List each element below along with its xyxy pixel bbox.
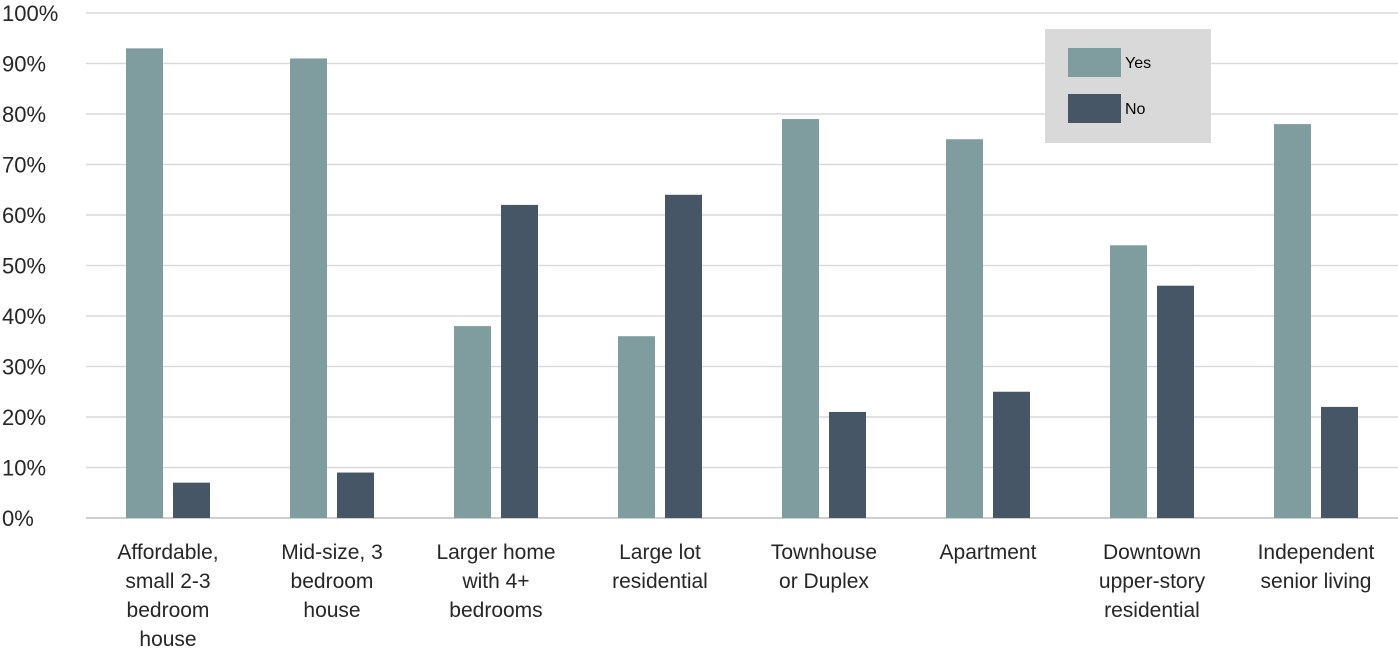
y-tick-label: 80% bbox=[2, 102, 46, 127]
x-category-label: bedroom bbox=[291, 570, 374, 593]
x-category-label: with 4+ bbox=[461, 570, 529, 593]
x-category-label: Large lot bbox=[619, 541, 701, 564]
bar-no-7 bbox=[1157, 285, 1194, 518]
x-category-label: bedroom bbox=[127, 599, 210, 622]
x-category-label: Townhouse bbox=[771, 541, 877, 564]
x-category-label: or Duplex bbox=[779, 570, 869, 593]
legend: Yes No bbox=[1045, 29, 1211, 143]
y-tick-label: 50% bbox=[2, 254, 46, 279]
x-category-label: house bbox=[139, 628, 196, 651]
x-category-label: Apartment bbox=[940, 541, 1037, 564]
bar-yes-5 bbox=[782, 119, 819, 519]
bar-yes-2 bbox=[290, 58, 327, 518]
x-category-label: Independent bbox=[1258, 541, 1375, 564]
bars bbox=[126, 48, 1358, 519]
bar-yes-7 bbox=[1110, 245, 1147, 519]
y-tick-label: 60% bbox=[2, 203, 46, 228]
bar-no-3 bbox=[501, 204, 538, 518]
x-category-label: Larger home bbox=[436, 541, 555, 564]
x-category-label: small 2-3 bbox=[125, 570, 210, 593]
y-tick-label: 0% bbox=[2, 506, 34, 531]
y-tick-label: 100% bbox=[2, 1, 58, 26]
x-category-label: Downtown bbox=[1103, 541, 1201, 564]
bar-no-5 bbox=[829, 411, 866, 518]
x-category-label: residential bbox=[612, 570, 708, 593]
legend-label-yes: Yes bbox=[1125, 55, 1151, 72]
x-category-label: house bbox=[303, 599, 360, 622]
y-tick-label: 20% bbox=[2, 405, 46, 430]
y-tick-label: 30% bbox=[2, 355, 46, 380]
y-tick-label: 70% bbox=[2, 153, 46, 178]
y-tick-label: 10% bbox=[2, 456, 46, 481]
y-axis-tick-labels: 0% 10% 20% 30% 40% 50% 60% 70% 80% 90% 100% bbox=[2, 1, 58, 531]
legend-box bbox=[1045, 29, 1211, 143]
legend-swatch-yes bbox=[1068, 48, 1121, 77]
bar-yes-1 bbox=[126, 48, 163, 518]
x-axis-category-labels: Affordable, small 2-3 bedroom house Mid-size… bbox=[117, 541, 1374, 651]
x-category-label: Affordable, bbox=[117, 541, 218, 564]
bar-no-6 bbox=[993, 391, 1030, 518]
bar-no-1 bbox=[173, 482, 210, 518]
bar-yes-6 bbox=[946, 139, 983, 518]
y-tick-label: 40% bbox=[2, 304, 46, 329]
x-category-label: residential bbox=[1104, 599, 1200, 622]
x-category-label: upper-story bbox=[1099, 570, 1206, 593]
bar-no-2 bbox=[337, 472, 374, 518]
bar-yes-3 bbox=[454, 326, 491, 518]
legend-swatch-no bbox=[1068, 94, 1121, 123]
x-category-label: Mid-size, 3 bbox=[281, 541, 383, 564]
legend-label-no: No bbox=[1125, 101, 1146, 118]
bar-yes-4 bbox=[618, 336, 655, 518]
bar-yes-8 bbox=[1274, 124, 1311, 518]
bar-no-4 bbox=[665, 194, 702, 519]
y-tick-label: 90% bbox=[2, 52, 46, 77]
x-category-label: bedrooms bbox=[449, 599, 542, 622]
bar-no-8 bbox=[1321, 406, 1358, 518]
x-category-label: senior living bbox=[1261, 570, 1372, 593]
